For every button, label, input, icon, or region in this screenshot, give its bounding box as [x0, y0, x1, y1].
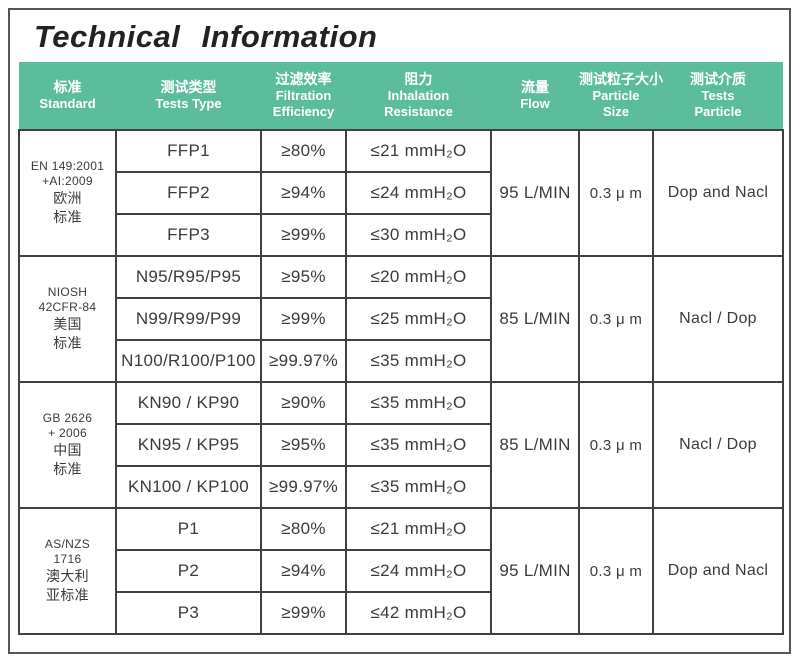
efficiency-cell: ≥99% [260, 213, 347, 257]
flow-cell: 95 L/MIN [490, 507, 580, 635]
test-particle-cell: Nacl / Dop [652, 255, 784, 383]
flow-cell: 95 L/MIN [490, 129, 580, 257]
resistance-cell: ≤21 mmH₂O [345, 507, 492, 551]
table-header: 标准 Standard 测试类型 Tests Type 过滤效率 Filtrat… [19, 62, 783, 130]
efficiency-cell: ≥95% [260, 255, 347, 299]
resistance-cell: ≤35 mmH₂O [345, 423, 492, 467]
table-row: FFP2 ≥94% ≤24 mmH₂O [19, 171, 783, 215]
standard-cell-niosh: NIOSH 42CFR-84 美国 标准 [18, 255, 117, 383]
tests-type-cell: N100/R100/P100 [115, 339, 262, 383]
resistance-cell: ≤24 mmH₂O [345, 171, 492, 215]
test-particle-cell: Dop and Nacl [652, 507, 784, 635]
efficiency-cell: ≥95% [260, 423, 347, 467]
resistance-cell: ≤35 mmH₂O [345, 381, 492, 425]
tests-type-cell: N95/R95/P95 [115, 255, 262, 299]
column-header-flow: 流量 Flow [491, 62, 579, 130]
particle-size-cell: 0.3 μ m [578, 381, 654, 509]
flow-cell: 85 L/MIN [490, 255, 580, 383]
page-title: Technical Information [34, 19, 378, 54]
flow-cell: 85 L/MIN [490, 381, 580, 509]
efficiency-cell: ≥94% [260, 549, 347, 593]
tests-type-cell: P3 [115, 591, 262, 635]
tests-type-cell: FFP3 [115, 213, 262, 257]
efficiency-cell: ≥99% [260, 591, 347, 635]
spec-table: 标准 Standard 测试类型 Tests Type 过滤效率 Filtrat… [18, 62, 784, 635]
tests-type-cell: KN100 / KP100 [115, 465, 262, 509]
table-row: P2 ≥94% ≤24 mmH₂O [19, 549, 783, 593]
tests-type-cell: FFP1 [115, 129, 262, 173]
table-row: FFP3 ≥99% ≤30 mmH₂O [19, 213, 783, 257]
efficiency-cell: ≥90% [260, 381, 347, 425]
table-row: KN100 / KP100 ≥99.97% ≤35 mmH₂O [19, 465, 783, 509]
resistance-cell: ≤21 mmH₂O [345, 129, 492, 173]
page-frame: Technical Information 标准 Standard 测试类型 T… [8, 8, 791, 654]
tests-type-cell: N99/R99/P99 [115, 297, 262, 341]
efficiency-cell: ≥99.97% [260, 465, 347, 509]
efficiency-cell: ≥99.97% [260, 339, 347, 383]
table-row: EN 149:2001 +AI:2009 欧洲 标准 FFP1 ≥80% ≤21… [18, 129, 784, 257]
table-row: GB 2626 + 2006 中国 标准 KN90 / KP90 ≥90% ≤3… [18, 381, 784, 509]
table-row: N99/R99/P99 ≥99% ≤25 mmH₂O [19, 297, 783, 341]
test-particle-cell: Nacl / Dop [652, 381, 784, 509]
table-row: AS/NZS 1716 澳大利 亚标准 P1 ≥80% ≤21 mmH₂O 95… [18, 507, 784, 635]
efficiency-cell: ≥80% [260, 507, 347, 551]
table-row: KN95 / KP95 ≥95% ≤35 mmH₂O [19, 423, 783, 467]
table-row: P3 ≥99% ≤42 mmH₂O [19, 591, 783, 635]
table-body: EN 149:2001 +AI:2009 欧洲 标准 FFP1 ≥80% ≤21… [18, 129, 784, 635]
tests-type-cell: P1 [115, 507, 262, 551]
efficiency-cell: ≥80% [260, 129, 347, 173]
resistance-cell: ≤35 mmH₂O [345, 465, 492, 509]
efficiency-cell: ≥99% [260, 297, 347, 341]
resistance-cell: ≤30 mmH₂O [345, 213, 492, 257]
column-header-inhalation-resistance: 阻力 Inhalation Resistance [346, 62, 491, 130]
tests-type-cell: P2 [115, 549, 262, 593]
column-header-filtration-efficiency: 过滤效率 Filtration Efficiency [261, 62, 346, 130]
column-header-tests-type: 测试类型 Tests Type [116, 62, 261, 130]
particle-size-cell: 0.3 μ m [578, 129, 654, 257]
standard-cell-asnzs: AS/NZS 1716 澳大利 亚标准 [18, 507, 117, 635]
test-particle-cell: Dop and Nacl [652, 129, 784, 257]
tests-type-cell: FFP2 [115, 171, 262, 215]
resistance-cell: ≤35 mmH₂O [345, 339, 492, 383]
resistance-cell: ≤24 mmH₂O [345, 549, 492, 593]
standard-cell-en149: EN 149:2001 +AI:2009 欧洲 标准 [18, 129, 117, 257]
table-row: NIOSH 42CFR-84 美国 标准 N95/R95/P95 ≥95% ≤2… [18, 255, 784, 383]
column-header-standard: 标准 Standard [19, 62, 116, 130]
particle-size-cell: 0.3 μ m [578, 255, 654, 383]
particle-size-cell: 0.3 μ m [578, 507, 654, 635]
resistance-cell: ≤42 mmH₂O [345, 591, 492, 635]
efficiency-cell: ≥94% [260, 171, 347, 215]
spec-table-wrap: 标准 Standard 测试类型 Tests Type 过滤效率 Filtrat… [18, 62, 784, 635]
column-header-particle-size: 测试粒子大小 Particle Size [579, 62, 663, 130]
resistance-cell: ≤20 mmH₂O [345, 255, 492, 299]
resistance-cell: ≤25 mmH₂O [345, 297, 492, 341]
standard-cell-gb2626: GB 2626 + 2006 中国 标准 [18, 381, 117, 509]
tests-type-cell: KN95 / KP95 [115, 423, 262, 467]
tests-type-cell: KN90 / KP90 [115, 381, 262, 425]
table-row: N100/R100/P100 ≥99.97% ≤35 mmH₂O [19, 339, 783, 383]
column-header-tests-particle: 测试介质 Tests Particle [653, 62, 783, 130]
